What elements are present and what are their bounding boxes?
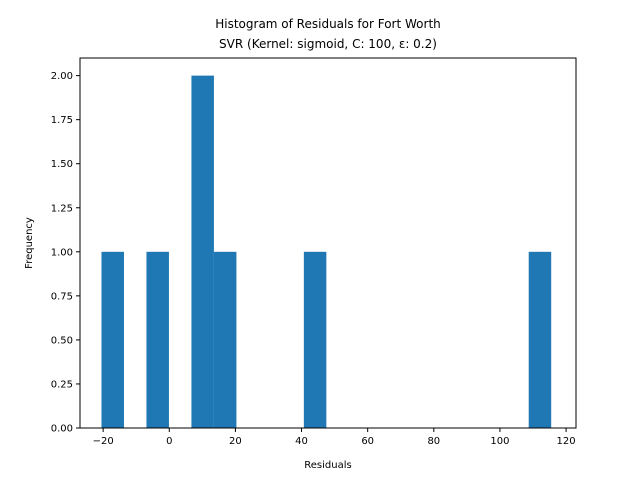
y-tick-label: 1.50 [51, 159, 73, 170]
chart-title-line1: Histogram of Residuals for Fort Worth [215, 17, 441, 31]
chart-title-line2: SVR (Kernel: sigmoid, C: 100, ε: 0.2) [219, 37, 437, 51]
x-tick-label: 80 [427, 436, 440, 447]
x-tick-label: 120 [557, 436, 576, 447]
x-tick-label: −20 [93, 436, 114, 447]
x-axis-ticks: −20 0 20 40 60 80 100 120 [93, 428, 576, 447]
y-tick-label: 0.00 [51, 424, 73, 435]
y-tick-label: 2.00 [51, 71, 73, 82]
x-tick-label: 60 [361, 436, 374, 447]
y-tick-label: 0.25 [51, 379, 73, 390]
y-axis-label: Frequency [24, 217, 35, 269]
histogram-bars [101, 75, 552, 429]
histogram-bar [101, 251, 124, 428]
y-tick-label: 0.50 [51, 335, 73, 346]
y-axis-ticks: 0.00 0.25 0.50 0.75 1.00 1.25 1.50 1.75 2.00 [51, 71, 80, 435]
x-tick-label: 40 [295, 436, 308, 447]
x-tick-label: 0 [166, 436, 172, 447]
x-tick-label: 20 [229, 436, 242, 447]
histogram-bar [213, 251, 237, 428]
x-tick-label: 100 [490, 436, 509, 447]
histogram-bar [303, 251, 327, 428]
x-axis-label: Residuals [304, 460, 351, 471]
y-tick-label: 1.75 [51, 115, 73, 126]
histogram-bar [528, 251, 552, 428]
histogram-bar [146, 251, 169, 428]
y-tick-label: 0.75 [51, 291, 73, 302]
plot-frame [79, 57, 577, 429]
y-tick-label: 1.25 [51, 203, 73, 214]
histogram-bar [191, 75, 214, 429]
y-tick-label: 1.00 [51, 247, 73, 258]
